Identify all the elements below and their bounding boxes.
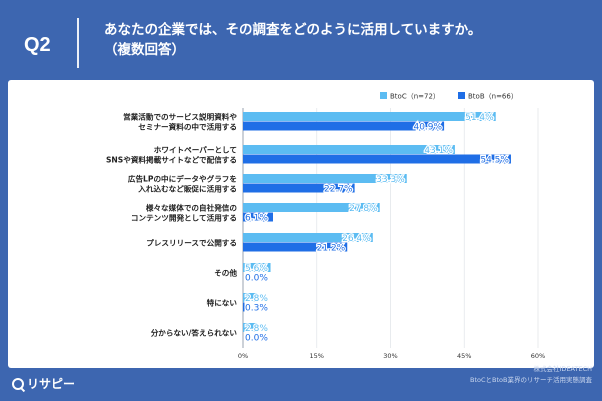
bar xyxy=(243,183,355,193)
data-label: 54.5% xyxy=(480,156,509,166)
bar xyxy=(243,121,445,131)
x-tick-label: 30% xyxy=(383,352,397,360)
brand-logo-text: リサピー xyxy=(27,377,76,391)
bar xyxy=(243,263,271,272)
bar xyxy=(243,145,455,154)
category-label: 様々な媒体での自社発信の xyxy=(146,203,238,213)
credit-company: 株式会社IDEATECH xyxy=(533,365,592,373)
bar xyxy=(243,112,496,121)
question-title-line2: （複数回答） xyxy=(104,42,185,58)
credit: 株式会社IDEATECH BtoCとBtoB業界のリサーチ活用実態調査 xyxy=(470,364,592,386)
legend-swatch xyxy=(458,92,465,99)
category-label: 分からない/答えられない xyxy=(151,328,238,338)
credit-survey: BtoCとBtoB業界のリサーチ活用実態調査 xyxy=(470,376,592,384)
legend-label: BtoC（n=72） xyxy=(390,93,440,101)
data-label: 6.1% xyxy=(245,214,268,224)
question-title: あなたの企業では、その調査をどのように活用していますか。 （複数回答） xyxy=(104,20,594,60)
data-label: 0.0% xyxy=(245,274,268,284)
category-label: 営業活動でのサービス説明資料や xyxy=(123,112,237,122)
data-label: 43.1% xyxy=(424,146,453,156)
legend-swatch xyxy=(380,92,387,99)
legend-label: BtoB（n=66） xyxy=(468,93,518,101)
bar xyxy=(243,212,273,222)
data-label: 0.3% xyxy=(245,304,268,314)
data-label: 0.0% xyxy=(245,334,268,344)
bar xyxy=(243,293,257,302)
data-label: 2.8% xyxy=(245,324,268,334)
data-label: 40.9% xyxy=(413,123,442,133)
category-label: プレスリリースで公開する xyxy=(146,238,237,248)
x-tick-label: 0% xyxy=(238,352,248,360)
question-number: Q2 xyxy=(24,34,51,56)
question-title-line1: あなたの企業では、その調査をどのように活用していますか。 xyxy=(104,22,482,38)
category-label: コンテンツ開発として活用する xyxy=(131,213,237,223)
header-divider xyxy=(77,18,79,68)
x-tick-label: 15% xyxy=(310,352,324,360)
chart-card: 0% 15% 30% 45% 60% BtoC（n=72） BtoB（n=66） 営業活動での… xyxy=(8,80,594,368)
header: Q2 あなたの企業では、その調査をどのように活用していますか。 （複数回答） xyxy=(0,0,602,78)
x-tick-label: 45% xyxy=(457,352,471,360)
category-label: 入れ込むなど販促に活用する xyxy=(137,184,237,194)
data-label: 26.4% xyxy=(342,234,371,244)
category-label: 特にない xyxy=(207,298,238,308)
data-label: 5.6% xyxy=(245,264,268,274)
data-label: 21.2% xyxy=(317,244,346,254)
category-label: 広告LPの中にデータやグラフを xyxy=(128,174,237,184)
bar xyxy=(243,302,245,312)
data-label: 51.4% xyxy=(465,113,494,123)
bar xyxy=(243,233,373,242)
data-label: 22.7% xyxy=(324,185,353,195)
data-label: 2.8% xyxy=(245,294,268,304)
bar xyxy=(243,154,511,164)
bar xyxy=(243,203,380,212)
data-label: 33.3% xyxy=(376,175,405,185)
category-label: セミナー資料の中で活用する xyxy=(138,122,237,132)
category-label: ホワイトペーパーとして xyxy=(154,145,237,155)
search-icon xyxy=(12,377,24,390)
category-label: その他 xyxy=(214,268,237,278)
category-label: SNSや資料掲載サイトなどで配信する xyxy=(106,155,237,165)
bar xyxy=(243,242,348,252)
brand-logo: リサピー xyxy=(12,375,75,392)
bar xyxy=(243,323,257,332)
data-label: 27.8% xyxy=(349,204,378,214)
bar-chart: 0% 15% 30% 45% 60% BtoC（n=72） BtoB（n=66） 営業活動での… xyxy=(106,92,545,360)
x-tick-label: 60% xyxy=(531,352,545,360)
bar xyxy=(243,174,407,183)
